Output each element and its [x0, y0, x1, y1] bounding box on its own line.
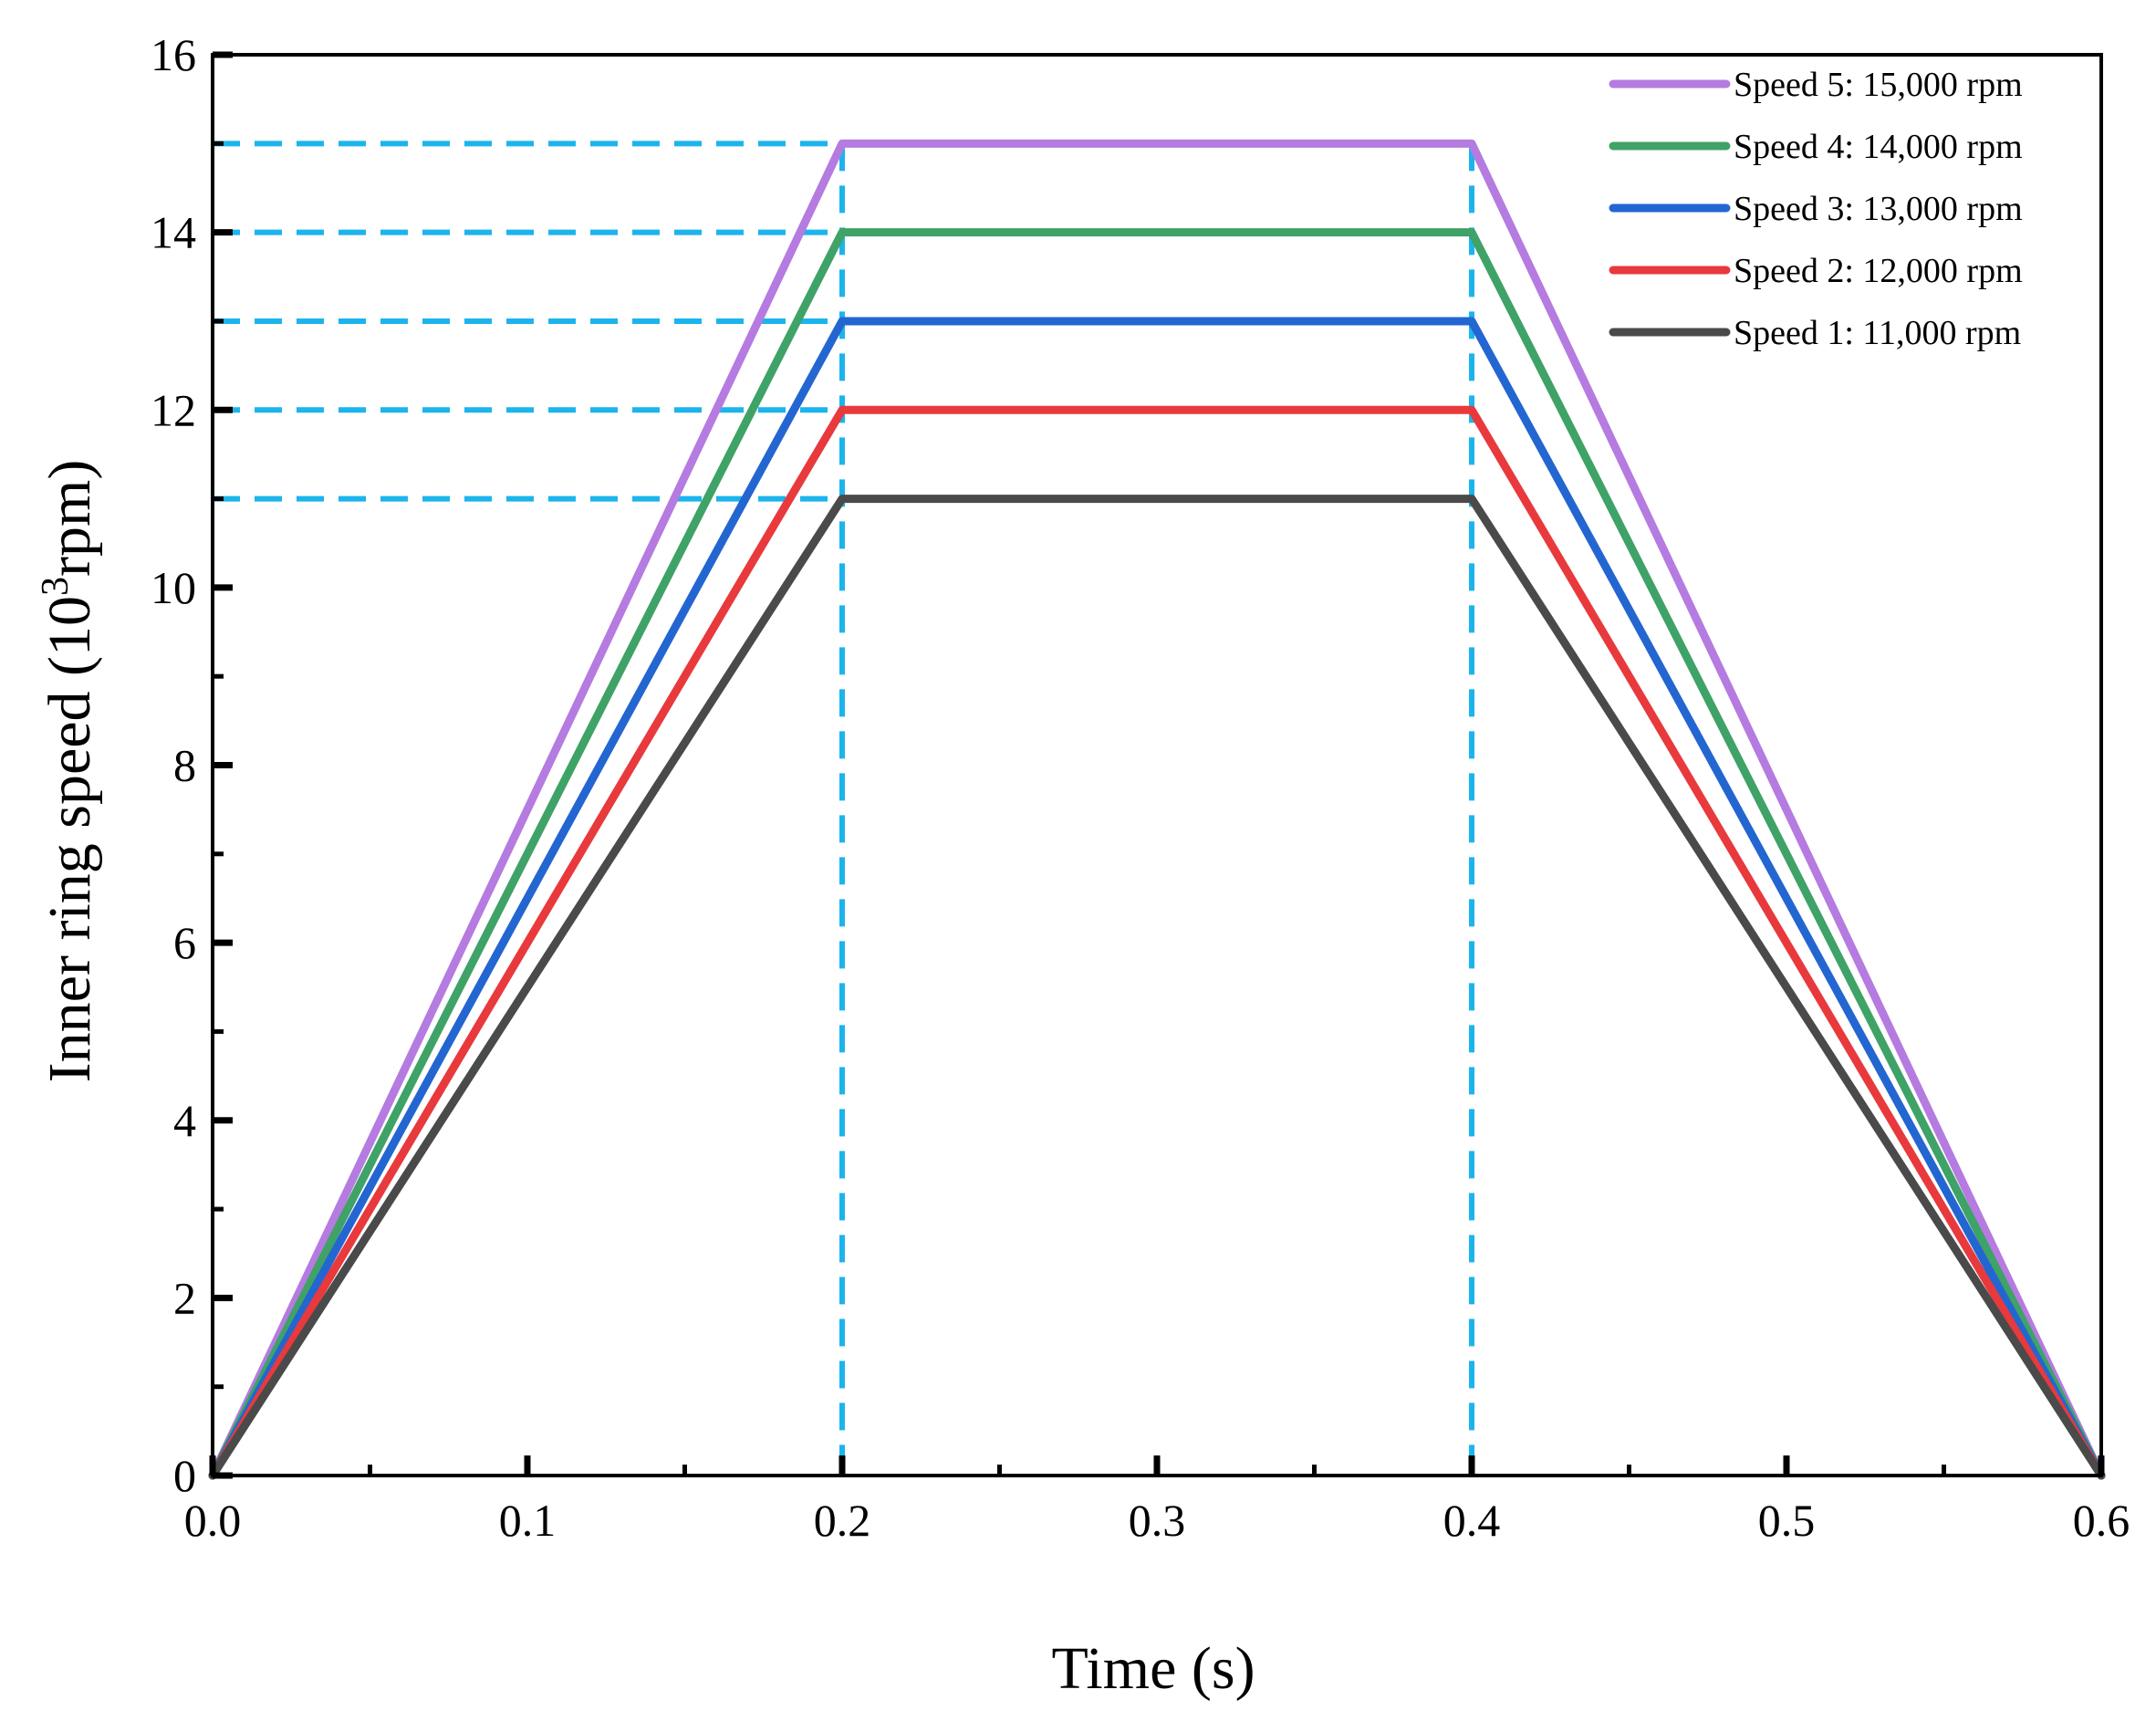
y-axis-title: Inner ring speed (103rpm) [35, 460, 103, 1083]
x-tick-label: 0.3 [1129, 1495, 1186, 1546]
axes: 0.0 0.1 0.2 0.3 0.4 0.5 0.6 0 2 4 6 8 10 12 14 16 [151, 29, 2130, 1546]
legend-label: Speed 3: 13,000 rpm [1734, 190, 2023, 228]
y-tick-label: 12 [151, 384, 196, 435]
y-tick-label: 2 [173, 1272, 196, 1323]
y-tick-label: 8 [173, 740, 196, 791]
x-tick-label: 0.6 [2073, 1495, 2130, 1546]
series-line-speed-5 [208, 139, 2106, 1480]
series-line-speed-2 [208, 405, 2106, 1480]
y-axis-title-tail: rpm) [36, 460, 103, 577]
y-tick-label: 10 [151, 562, 196, 613]
x-tick-label: 0.2 [814, 1495, 871, 1546]
legend: Speed 5: 15,000 rpm Speed 4: 14,000 rpm Sp… [1609, 66, 2023, 352]
y-axis-title-superscript: 3 [35, 577, 77, 596]
legend-item: Speed 2: 12,000 rpm [1609, 252, 2023, 290]
legend-item: Speed 1: 11,000 rpm [1609, 314, 2021, 352]
y-tick-label: 14 [151, 207, 196, 258]
legend-label: Speed 1: 11,000 rpm [1734, 314, 2021, 352]
legend-label: Speed 4: 14,000 rpm [1734, 128, 2023, 166]
legend-item: Speed 3: 13,000 rpm [1609, 190, 2023, 228]
y-axis-title-base: Inner ring speed (10 [36, 596, 103, 1082]
legend-item: Speed 5: 15,000 rpm [1609, 66, 2023, 104]
series-lines [208, 139, 2106, 1480]
reference-lines [213, 141, 1474, 1476]
x-tick-label: 0.5 [1758, 1495, 1816, 1546]
legend-item: Speed 4: 14,000 rpm [1609, 128, 2023, 166]
x-tick-label: 0.1 [499, 1495, 557, 1546]
series-line-speed-1 [208, 495, 2106, 1480]
y-tick-label: 0 [173, 1450, 196, 1501]
series-line-speed-3 [208, 317, 2106, 1480]
series-line-speed-4 [208, 228, 2106, 1480]
x-axis-title: Time (s) [1051, 1635, 1255, 1702]
x-tick-label: 0.4 [1443, 1495, 1501, 1546]
y-tick-label: 4 [173, 1095, 196, 1146]
legend-label: Speed 2: 12,000 rpm [1734, 252, 2023, 290]
x-tick-label: 0.0 [184, 1495, 242, 1546]
legend-label: Speed 5: 15,000 rpm [1734, 66, 2023, 104]
y-tick-label: 16 [151, 29, 196, 80]
y-tick-label: 6 [173, 917, 196, 968]
